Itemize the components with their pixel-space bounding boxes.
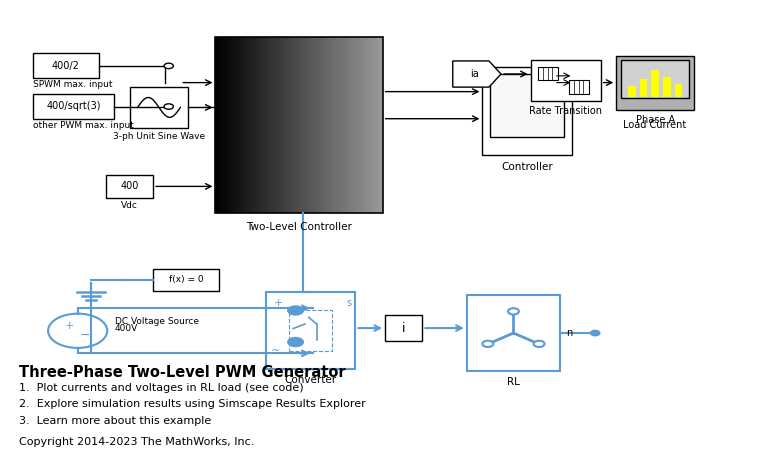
FancyBboxPatch shape xyxy=(33,53,98,78)
Text: Vdc: Vdc xyxy=(121,201,138,210)
Bar xyxy=(640,79,647,97)
Text: DC Voltage Source: DC Voltage Source xyxy=(115,317,199,326)
Circle shape xyxy=(508,308,519,315)
Text: Rate Transition: Rate Transition xyxy=(529,106,602,116)
Text: Two-Level Controller: Two-Level Controller xyxy=(246,222,352,232)
FancyBboxPatch shape xyxy=(130,87,188,128)
Text: Three-Phase Two-Level PWM Generator: Three-Phase Two-Level PWM Generator xyxy=(19,365,345,380)
Bar xyxy=(675,84,683,97)
Text: 3-ph Unit Sine Wave: 3-ph Unit Sine Wave xyxy=(113,132,205,141)
Text: Converter: Converter xyxy=(284,375,337,385)
Polygon shape xyxy=(453,61,501,87)
Text: 400: 400 xyxy=(120,182,139,192)
FancyBboxPatch shape xyxy=(538,67,558,80)
FancyBboxPatch shape xyxy=(33,94,114,118)
Text: Phase A: Phase A xyxy=(636,115,675,125)
Bar xyxy=(628,86,636,97)
FancyBboxPatch shape xyxy=(467,295,560,371)
FancyBboxPatch shape xyxy=(153,268,219,291)
Text: i: i xyxy=(402,321,405,335)
Text: Copyright 2014-2023 The MathWorks, Inc.: Copyright 2014-2023 The MathWorks, Inc. xyxy=(19,437,254,447)
Circle shape xyxy=(533,340,544,347)
Circle shape xyxy=(590,331,600,336)
Text: 3.  Learn more about this example: 3. Learn more about this example xyxy=(19,416,211,426)
FancyBboxPatch shape xyxy=(616,55,694,110)
Bar xyxy=(216,38,383,213)
Text: other PWM max. input: other PWM max. input xyxy=(33,121,134,130)
Circle shape xyxy=(483,340,494,347)
Bar xyxy=(651,70,659,97)
Bar xyxy=(289,311,332,351)
Text: RL: RL xyxy=(507,377,520,387)
FancyBboxPatch shape xyxy=(385,315,423,341)
Bar xyxy=(663,77,671,97)
Text: +: + xyxy=(274,298,284,308)
Circle shape xyxy=(287,306,303,315)
Text: 2.  Explore simulation results using Simscape Results Explorer: 2. Explore simulation results using Sims… xyxy=(19,400,366,410)
Circle shape xyxy=(164,63,173,69)
Text: Load Current: Load Current xyxy=(623,120,686,130)
Text: f(x) = 0: f(x) = 0 xyxy=(169,275,204,284)
Text: n: n xyxy=(566,328,572,338)
Text: 400/2: 400/2 xyxy=(52,61,80,71)
Circle shape xyxy=(164,104,173,109)
FancyBboxPatch shape xyxy=(490,74,564,137)
Text: 400V: 400V xyxy=(115,324,138,333)
Text: 400/sqrt(3): 400/sqrt(3) xyxy=(46,101,101,111)
FancyBboxPatch shape xyxy=(569,80,589,94)
FancyBboxPatch shape xyxy=(106,175,153,197)
Text: 1.  Plot currents and voltages in RL load (see code): 1. Plot currents and voltages in RL load… xyxy=(19,383,303,393)
Text: ~: ~ xyxy=(271,346,280,356)
Text: s: s xyxy=(347,298,351,308)
FancyBboxPatch shape xyxy=(530,60,601,101)
Circle shape xyxy=(287,338,303,346)
Text: +: + xyxy=(65,321,74,331)
Text: SPWM max. input: SPWM max. input xyxy=(33,80,112,89)
Text: Controller: Controller xyxy=(501,162,553,172)
Text: ia: ia xyxy=(470,69,479,79)
FancyBboxPatch shape xyxy=(621,60,690,99)
Text: −: − xyxy=(80,329,91,342)
FancyBboxPatch shape xyxy=(483,67,572,155)
FancyBboxPatch shape xyxy=(266,292,355,369)
